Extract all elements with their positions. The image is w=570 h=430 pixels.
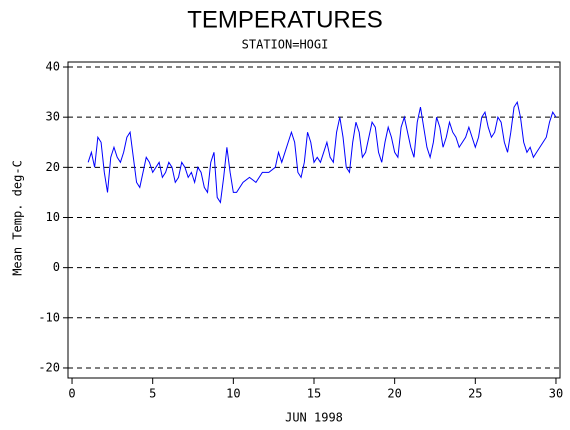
plot-frame	[67, 61, 561, 379]
x-tick-label: 10	[226, 387, 240, 401]
y-tick-label: 30	[46, 110, 60, 124]
y-tick-label: 0	[53, 260, 60, 274]
x-tick-label: 5	[149, 387, 156, 401]
y-tick-label: 10	[46, 210, 60, 224]
x-tick-label: 15	[307, 387, 321, 401]
data-line	[87, 100, 557, 204]
x-tick-label: 20	[387, 387, 401, 401]
y-tick-label: 40	[46, 60, 60, 74]
chart-subtitle: STATION=HOGI	[242, 38, 329, 52]
y-tick-label: -10	[38, 310, 60, 324]
x-tick-label: 30	[549, 387, 563, 401]
y-axis-label: Mean Temp. deg-C	[11, 160, 25, 276]
y-tick-label: 20	[46, 160, 60, 174]
x-tick-label: 0	[68, 387, 75, 401]
x-tick-label: 25	[468, 387, 482, 401]
x-axis-label: JUN 1998	[285, 411, 343, 425]
y-tick-label: -20	[38, 360, 60, 374]
chart-title: TEMPERATURES	[187, 6, 383, 33]
